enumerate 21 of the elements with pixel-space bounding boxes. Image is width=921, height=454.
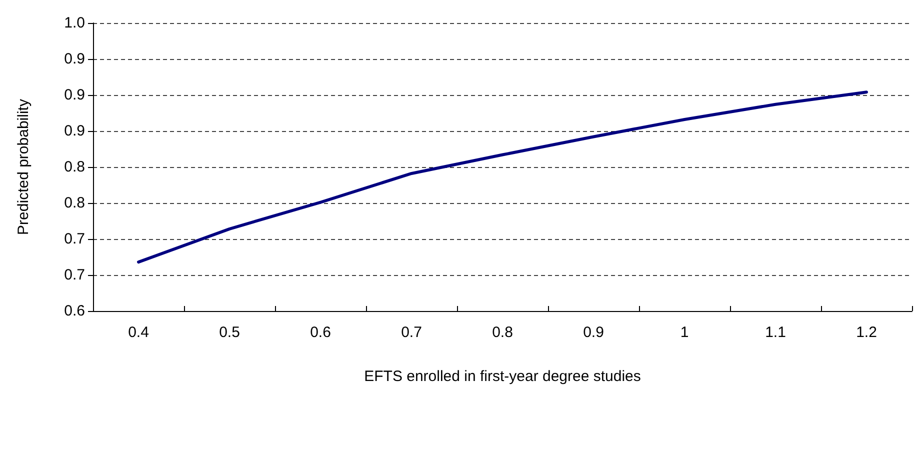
x-tick-label: 0.5 (219, 324, 240, 341)
x-tick-label: 0.6 (310, 324, 331, 341)
x-tick-label: 1.2 (856, 324, 877, 341)
x-axis-title: EFTS enrolled in first-year degree studies (364, 368, 641, 385)
y-tick-label: 0.9 (64, 50, 85, 68)
y-tick-label: 0.8 (64, 194, 85, 212)
x-tick-label: 1 (680, 324, 689, 341)
x-tick-label: 0.9 (583, 324, 604, 341)
y-tick-label: 0.9 (64, 86, 85, 104)
x-tick-label: 0.4 (128, 324, 149, 341)
x-tick-label: 0.8 (492, 324, 513, 341)
line-series (137, 90, 868, 264)
y-tick-label: 0.9 (64, 122, 85, 140)
y-tick-label: 1.0 (64, 14, 85, 32)
y-tick-label: 0.7 (64, 230, 85, 248)
y-tick-label: 0.8 (64, 158, 85, 176)
y-axis-title: Predicted probability (15, 98, 32, 235)
x-tick-label: 0.7 (401, 324, 422, 341)
x-tick-label: 1.1 (765, 324, 786, 341)
y-tick-label: 0.7 (64, 266, 85, 284)
y-tick-label: 0.6 (64, 302, 85, 320)
